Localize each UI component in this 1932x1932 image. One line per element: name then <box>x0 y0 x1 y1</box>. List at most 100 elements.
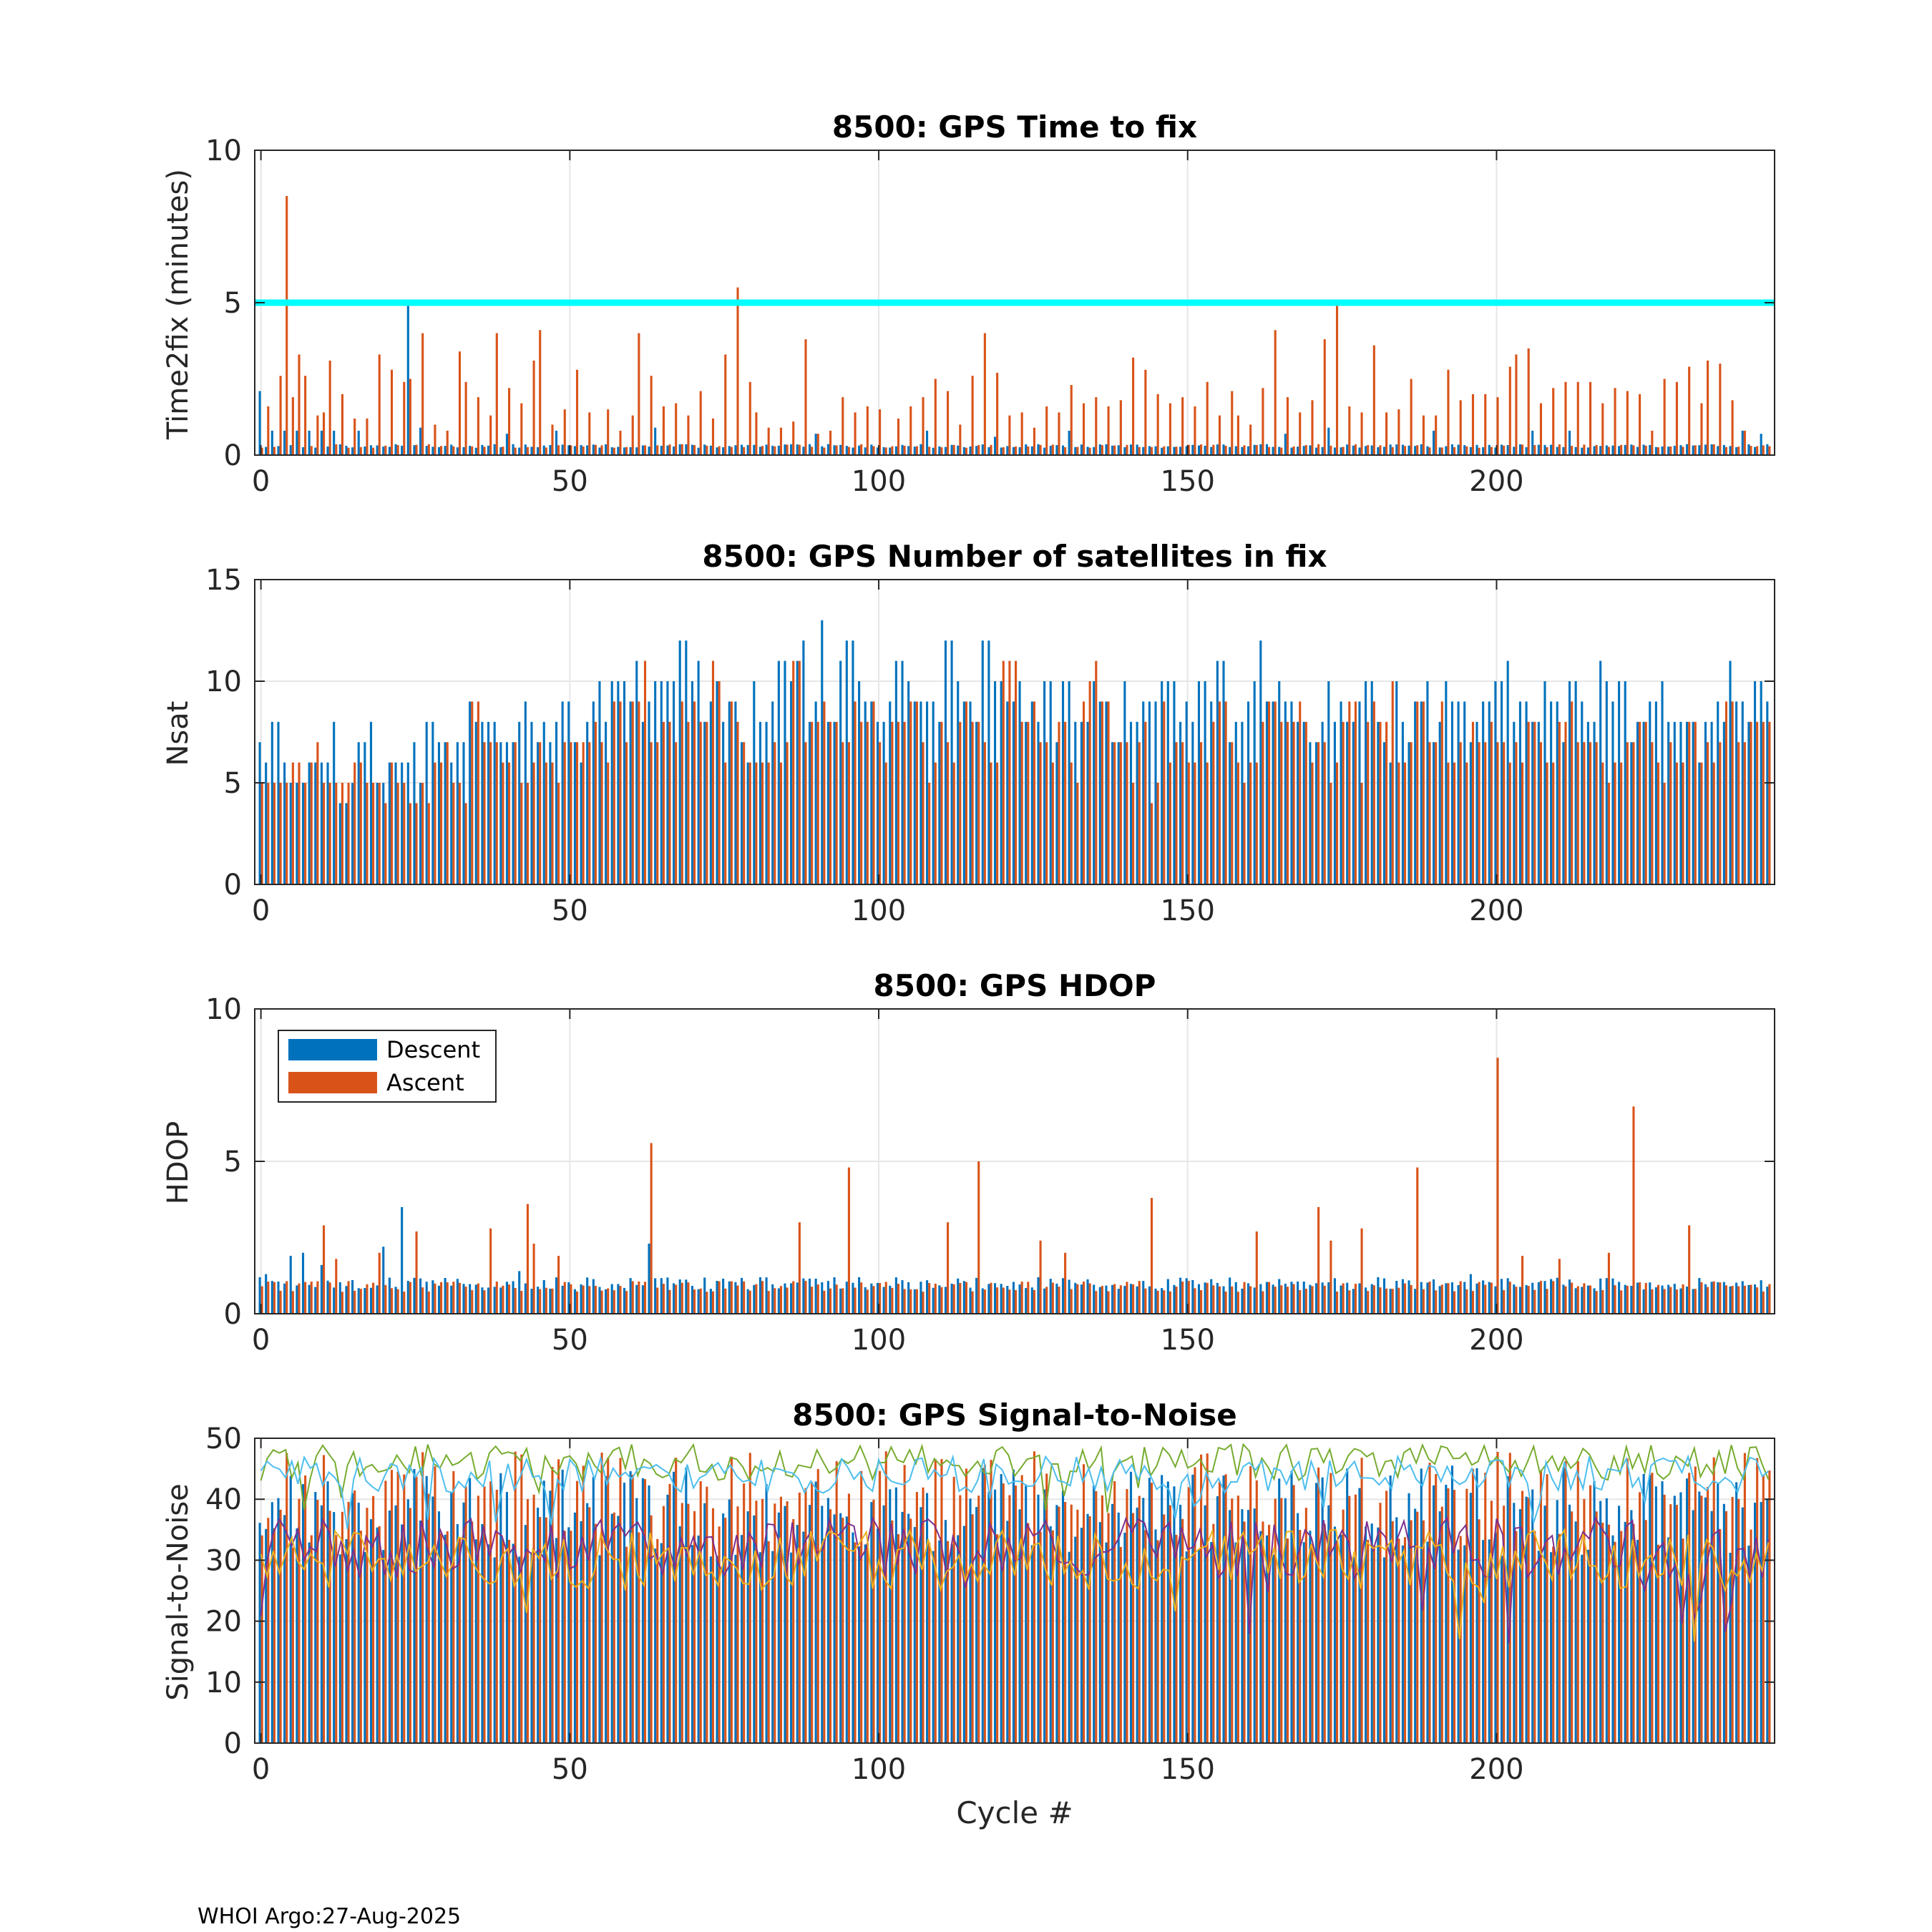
time2fix-bar-ascent <box>1249 424 1252 455</box>
time2fix-bar-descent <box>450 444 453 455</box>
legend-label-descent: Descent <box>386 1036 480 1063</box>
nsat-bar-ascent <box>1712 762 1715 884</box>
nsat-bar-ascent <box>779 762 783 884</box>
snr-bar-ascent <box>1614 1541 1616 1743</box>
snr-bar-descent <box>487 1544 490 1743</box>
snr-bar-ascent <box>1299 1530 1302 1743</box>
nsat-bar-ascent <box>372 783 375 884</box>
time2fix-bar-ascent <box>1589 381 1592 455</box>
time2fix-bar-descent <box>901 444 904 455</box>
hdop-bar-descent <box>1129 1284 1133 1314</box>
time2fix-bar-ascent <box>613 447 615 455</box>
nsat-bar-descent <box>1518 701 1521 884</box>
nsat-bar-ascent <box>897 721 900 884</box>
snr-bar-descent <box>1327 1505 1330 1743</box>
nsat-bar-ascent <box>922 742 924 884</box>
hdop-bar-ascent <box>477 1283 479 1314</box>
nsat-bar-descent <box>369 721 373 884</box>
time2fix-bar-ascent <box>384 445 387 455</box>
nsat-bar-descent <box>1352 721 1355 884</box>
time2fix-bar-descent <box>889 447 892 455</box>
hdop-ytick-label: 0 <box>224 1298 242 1331</box>
hdop-bar-ascent <box>1651 1289 1654 1314</box>
time2fix-bar-descent <box>1420 444 1423 455</box>
hdop-bar-descent <box>1537 1282 1540 1314</box>
snr-bar-ascent <box>1335 1540 1339 1743</box>
snr-bar-ascent <box>1119 1546 1122 1743</box>
hdop-bar-descent <box>1197 1284 1201 1314</box>
hdop-title: 8500: GPS HDOP <box>874 968 1156 1003</box>
time2fix-bar-descent <box>382 447 385 455</box>
hdop-bar-ascent <box>947 1222 950 1314</box>
hdop-bar-descent <box>987 1284 990 1314</box>
hdop-bar-descent <box>549 1288 552 1314</box>
snr-bar-descent <box>505 1492 508 1743</box>
hdop-bar-descent <box>1259 1284 1262 1314</box>
snr-bar-ascent <box>1428 1463 1431 1743</box>
hdop-bar-ascent <box>650 1143 653 1314</box>
nsat-bar-descent <box>641 721 644 884</box>
nsat-bar-descent <box>1358 701 1361 884</box>
nsat-bar-descent <box>753 681 756 884</box>
hdop-bar-ascent <box>570 1284 572 1314</box>
nsat-bar-ascent <box>440 762 443 884</box>
snr-bar-descent <box>1581 1554 1584 1743</box>
time2fix-bar-ascent <box>774 446 776 455</box>
nsat-bar-descent <box>1605 681 1608 884</box>
nsat-bar-ascent <box>767 762 770 884</box>
time2fix-bar-ascent <box>1255 444 1258 455</box>
hdop-bar-ascent <box>965 1282 968 1314</box>
hdop-bar-ascent <box>489 1228 492 1314</box>
hdop-bar-ascent <box>1088 1283 1091 1314</box>
hdop-bar-ascent <box>378 1252 381 1314</box>
hdop-bar-descent <box>1382 1278 1386 1314</box>
nsat-bar-ascent <box>1212 721 1215 884</box>
time2fix-bar-ascent <box>897 418 900 455</box>
snr-bar-descent <box>333 1512 336 1743</box>
nsat-bar-descent <box>1389 762 1392 884</box>
snr-bar-descent <box>573 1512 576 1743</box>
hdop-bar-descent <box>1234 1282 1237 1314</box>
time2fix-bar-ascent <box>1113 445 1116 455</box>
time2fix-bar-descent <box>1686 444 1689 455</box>
hdop-bar-descent <box>938 1285 941 1314</box>
time2fix-bar-descent <box>505 434 508 455</box>
hdop-bar-descent <box>1550 1279 1553 1314</box>
hdop-bar-ascent <box>1459 1281 1462 1314</box>
hdop-bar-ascent <box>1632 1106 1635 1314</box>
hdop-bar-descent <box>1272 1284 1274 1314</box>
time2fix-bar-ascent <box>909 406 912 455</box>
hdop-bar-descent <box>889 1285 892 1314</box>
time2fix-bar-descent <box>1241 447 1244 455</box>
snr-bar-ascent <box>600 1453 603 1743</box>
time2fix-bar-descent <box>1204 445 1206 455</box>
snr-bar-ascent <box>390 1470 394 1743</box>
nsat-bar-descent <box>289 783 292 884</box>
time2fix-bar-ascent <box>489 415 492 455</box>
hdop-bar-descent <box>469 1284 472 1314</box>
hdop-bar-descent <box>555 1277 558 1314</box>
snr-bar-ascent <box>1669 1504 1672 1743</box>
snr-bar-descent <box>697 1535 700 1743</box>
time2fix-bar-descent <box>1457 444 1460 455</box>
hdop-bar-descent <box>1753 1284 1757 1314</box>
snr-bar-descent <box>1000 1474 1002 1743</box>
snr-bar-descent <box>1556 1500 1558 1743</box>
time2fix-bar-ascent <box>1762 445 1765 455</box>
nsat-bar-ascent <box>1082 701 1085 884</box>
nsat-bar-ascent <box>619 701 622 884</box>
hdop-bar-ascent <box>1249 1286 1252 1314</box>
hdop-bar-descent <box>1717 1282 1719 1314</box>
time2fix-bar-ascent <box>1181 397 1184 455</box>
nsat-bar-ascent <box>680 701 683 884</box>
time2fix-bar-descent <box>1037 444 1040 455</box>
nsat-bar-descent <box>1624 681 1626 884</box>
hdop-bar-ascent <box>1521 1256 1524 1314</box>
hdop-bar-ascent <box>940 1287 943 1314</box>
time2fix-ytick-label: 5 <box>224 287 242 320</box>
time2fix-bar-ascent <box>286 195 288 455</box>
hdop-bar-ascent <box>1639 1282 1641 1314</box>
snr-bar-descent <box>406 1499 409 1743</box>
hdop-bar-descent <box>1433 1279 1435 1314</box>
hdop-bar-descent <box>1494 1286 1497 1314</box>
